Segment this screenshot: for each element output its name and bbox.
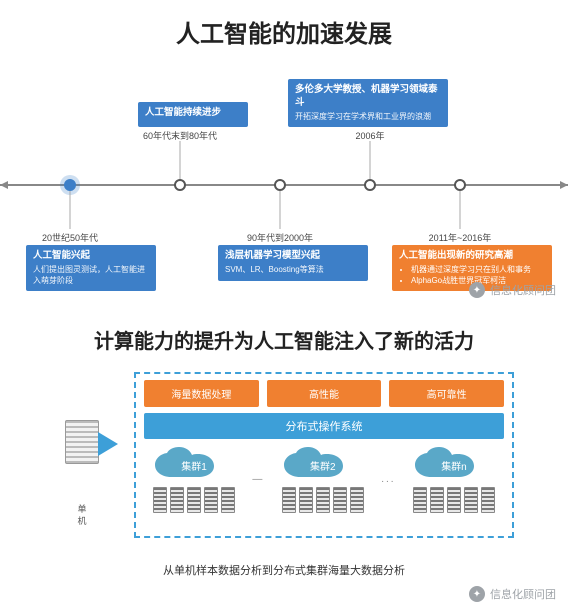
timeline-period-label: 2006年 xyxy=(355,129,384,142)
event-desc: SVM、LR、Boosting等算法 xyxy=(225,265,361,276)
timeline-node xyxy=(274,179,286,191)
event-list-item: 机器通过深度学习只在别人和事务 xyxy=(411,265,545,276)
watermark: ✦ 信息化顾问团 xyxy=(469,586,556,602)
cloud-icon: 集群2 xyxy=(278,447,368,483)
timeline-node xyxy=(364,179,376,191)
cloud-icon: 集群1 xyxy=(149,447,239,483)
cluster-row: 集群1 — 集群2... 集群n xyxy=(144,447,504,513)
watermark-text: 信息化顾问团 xyxy=(490,586,556,602)
cluster: 集群1 xyxy=(144,447,244,513)
single-machine-label: 单机 xyxy=(54,504,110,527)
timeline-event-box: 人工智能持续进步 xyxy=(138,102,248,127)
distributed-box: 海量数据处理高性能高可靠性 分布式操作系统 集群1 — 集群2... 集群n xyxy=(134,372,514,538)
timeline-period-label: 60年代末到80年代 xyxy=(143,129,217,142)
watermark-text: 信息化顾问团 xyxy=(490,282,556,298)
event-desc: 开拓深度学习在学术界和工业界的浪潮 xyxy=(295,112,441,123)
rack-icon xyxy=(153,487,167,513)
watermark: ✦ 信息化顾问团 xyxy=(469,282,556,298)
timeline-period-label: 20世纪50年代 xyxy=(42,231,98,244)
rack-row xyxy=(404,487,504,513)
rack-icon xyxy=(204,487,218,513)
timeline: 20世纪50年代人工智能兴起人们提出图灵测试，人工智能进入萌芽阶段 60年代末到8… xyxy=(0,49,568,319)
feature-tab: 高性能 xyxy=(267,380,382,407)
server-icon xyxy=(65,420,99,464)
rack-row xyxy=(273,487,373,513)
rack-icon xyxy=(350,487,364,513)
timeline-node xyxy=(174,179,186,191)
wechat-icon: ✦ xyxy=(469,282,485,298)
cluster-label: 集群n xyxy=(409,458,499,473)
timeline-node xyxy=(454,179,466,191)
event-title: 浅层机器学习模型兴起 xyxy=(225,250,361,263)
timeline-node xyxy=(64,179,76,191)
rack-icon xyxy=(316,487,330,513)
timeline-event-box: 多伦多大学教授、机器学习领域泰斗开拓深度学习在学术界和工业界的浪潮 xyxy=(288,79,448,127)
timeline-period-label: 90年代到2000年 xyxy=(247,231,313,244)
cluster: 集群n xyxy=(404,447,504,513)
event-title: 人工智能持续进步 xyxy=(145,107,241,120)
cluster-label: 集群1 xyxy=(149,458,239,473)
rack-icon xyxy=(170,487,184,513)
cluster-label: 集群2 xyxy=(278,458,368,473)
section2-title: 计算能力的提升为人工智能注入了新的活力 xyxy=(0,319,568,354)
cluster: 集群2 xyxy=(273,447,373,513)
rack-icon xyxy=(464,487,478,513)
rack-row xyxy=(144,487,244,513)
section1-title: 人工智能的加速发展 xyxy=(0,0,568,49)
timeline-connector xyxy=(180,141,181,179)
event-title: 人工智能兴起 xyxy=(33,250,149,263)
rack-icon xyxy=(221,487,235,513)
arrow-icon xyxy=(98,432,118,456)
feature-tab: 高可靠性 xyxy=(389,380,504,407)
rack-icon xyxy=(333,487,347,513)
cluster-separator: ... xyxy=(379,450,397,510)
architecture-diagram: 单机 海量数据处理高性能高可靠性 分布式操作系统 集群1 — 集群2... 集群n xyxy=(54,372,514,552)
timeline-event-box: 浅层机器学习模型兴起 SVM、LR、Boosting等算法 xyxy=(218,245,368,281)
feature-tab: 海量数据处理 xyxy=(144,380,259,407)
timeline-connector xyxy=(70,191,71,229)
rack-icon xyxy=(282,487,296,513)
rack-icon xyxy=(430,487,444,513)
rack-icon xyxy=(413,487,427,513)
cloud-icon: 集群n xyxy=(409,447,499,483)
event-title: 多伦多大学教授、机器学习领域泰斗 xyxy=(295,84,441,110)
section2-caption: 从单机样本数据分析到分布式集群海量大数据分析 xyxy=(0,562,568,578)
rack-icon xyxy=(447,487,461,513)
timeline-connector xyxy=(370,141,371,179)
timeline-event-box: 人工智能兴起人们提出图灵测试，人工智能进入萌芽阶段 xyxy=(26,245,156,291)
rack-icon xyxy=(299,487,313,513)
rack-icon xyxy=(187,487,201,513)
distributed-os-bar: 分布式操作系统 xyxy=(144,413,504,439)
cluster-separator: — xyxy=(250,450,266,510)
feature-tabs: 海量数据处理高性能高可靠性 xyxy=(144,380,504,407)
event-desc: 人们提出图灵测试，人工智能进入萌芽阶段 xyxy=(33,265,149,287)
event-title: 人工智能出现新的研究高潮 xyxy=(399,250,545,263)
wechat-icon: ✦ xyxy=(469,586,485,602)
rack-icon xyxy=(481,487,495,513)
timeline-connector xyxy=(460,191,461,229)
timeline-period-label: 2011年~2016年 xyxy=(429,231,492,244)
timeline-connector xyxy=(280,191,281,229)
